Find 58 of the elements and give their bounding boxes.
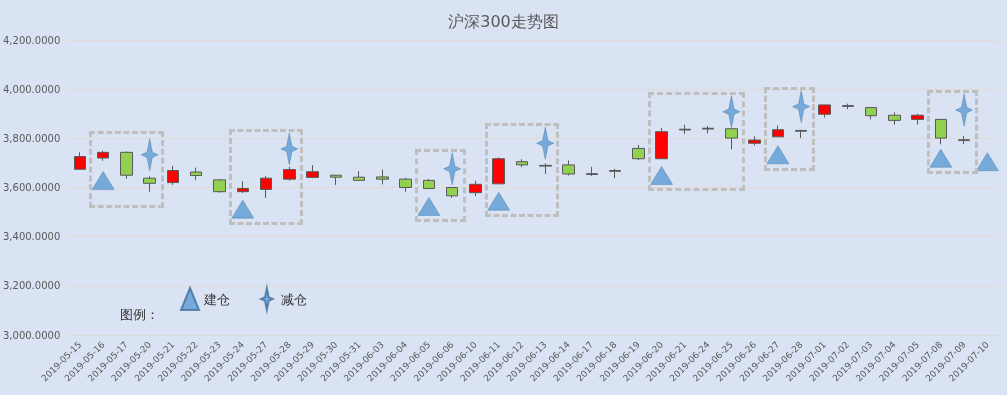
- legend-label: 减仓: [280, 291, 307, 307]
- candlestick: [143, 175, 156, 193]
- candlestick: [167, 165, 179, 186]
- candlestick: [213, 178, 226, 194]
- y-tick-label: 3,000.0000: [2, 329, 61, 341]
- candlestick: [911, 113, 924, 126]
- candlestick: [679, 124, 691, 135]
- candlestick: [702, 125, 714, 134]
- candlestick: [609, 168, 621, 179]
- y-tick-label: 3,200.0000: [2, 280, 61, 292]
- candlestick: [842, 103, 854, 110]
- point: [231, 199, 255, 219]
- candlestick: [283, 166, 296, 182]
- chart-title: 沪深300走势图: [448, 11, 559, 31]
- candlestick: [330, 174, 342, 186]
- point: [91, 171, 115, 190]
- candlestick: [632, 144, 645, 161]
- candlestick: [772, 125, 784, 138]
- candlestick: [725, 128, 738, 150]
- candlestick: [423, 178, 435, 189]
- candlestick: [655, 127, 668, 160]
- candlestick: [237, 180, 249, 194]
- point: [487, 192, 510, 211]
- y-tick-label: 3,800.0000: [2, 132, 61, 144]
- candlestick: [399, 177, 412, 193]
- candlestick: [539, 162, 552, 175]
- candlestick: [748, 135, 761, 146]
- candlestick: [97, 150, 109, 162]
- candlestick: [888, 111, 901, 126]
- candlestick: [260, 175, 272, 199]
- point: [766, 145, 790, 165]
- point: [650, 166, 673, 185]
- candlestick: [120, 150, 133, 180]
- candlestick: [586, 166, 598, 177]
- candlestick: [492, 157, 505, 185]
- legend-title: 图例：: [120, 307, 159, 322]
- candlestick: [376, 169, 389, 185]
- candlestick: [74, 151, 86, 170]
- candlestick: [353, 170, 365, 181]
- y-tick-label: 4,200.0000: [2, 34, 61, 46]
- candlestick: [818, 104, 831, 118]
- point: [417, 197, 441, 216]
- candlestick: [562, 159, 575, 176]
- candlestick: [190, 167, 202, 181]
- y-tick-label: 3,600.0000: [2, 182, 61, 193]
- point: [929, 149, 953, 168]
- candlestick: [935, 118, 947, 145]
- candlestick: [306, 164, 319, 179]
- y-tick-label: 4,000.0000: [2, 83, 61, 95]
- point: [976, 152, 999, 171]
- candlestick: [516, 158, 528, 168]
- candlestick: [446, 187, 458, 199]
- y-tick-label: 3,400.0000: [2, 231, 61, 243]
- candlestick: [958, 135, 970, 145]
- candlestick: [469, 180, 482, 197]
- candlestick: [865, 107, 877, 120]
- candlestick: [795, 129, 807, 139]
- legend-label: 建仓: [203, 291, 230, 307]
